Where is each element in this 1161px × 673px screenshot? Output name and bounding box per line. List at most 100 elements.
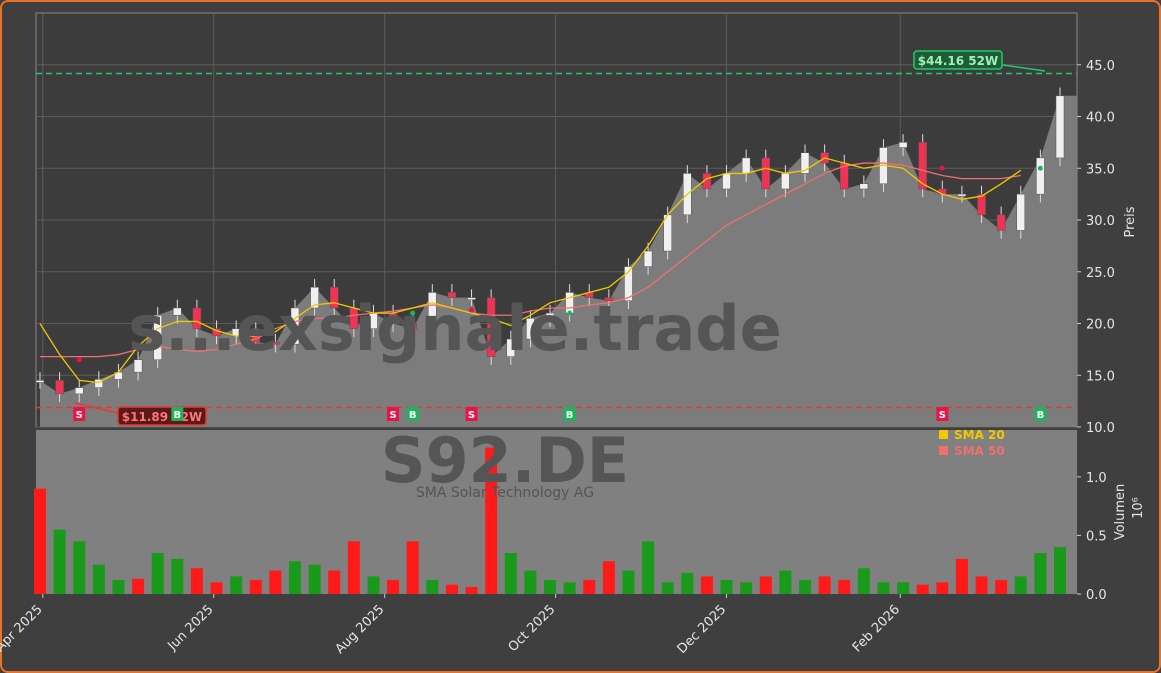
- sma50-line: [40, 162, 1021, 358]
- volume-bar: [53, 529, 66, 594]
- volume-bar: [524, 570, 537, 594]
- signal-dot: [410, 310, 416, 316]
- volume-bar: [799, 579, 811, 594]
- candle-body: [428, 292, 437, 329]
- candle-body: [74, 387, 84, 395]
- volume-bar: [583, 579, 596, 594]
- volume-bar: [622, 570, 635, 594]
- volume-tick-label: 0.0: [1086, 588, 1107, 603]
- price-tick-label: 10.0: [1086, 421, 1115, 436]
- volume-tick-label: 0.5: [1086, 529, 1107, 544]
- candle-body: [94, 379, 104, 388]
- candle-body: [1055, 95, 1065, 159]
- volume-bar: [642, 541, 655, 594]
- candle-body: [506, 338, 516, 357]
- volume-bar: [190, 568, 203, 594]
- price-axis-label: Preis: [1123, 206, 1138, 237]
- volume-bar: [34, 488, 46, 594]
- candle-body: [447, 292, 457, 298]
- volume-bar: [249, 579, 262, 594]
- signal-marker: [73, 407, 86, 421]
- signal-dot: [567, 310, 573, 316]
- legend-label: SMA 20: [954, 428, 1005, 442]
- volume-bar: [661, 582, 674, 594]
- volume-bar: [73, 541, 86, 594]
- legend-swatch: [939, 446, 948, 455]
- high52-label-box: [913, 50, 1003, 70]
- low52-arrow: [74, 402, 119, 414]
- candle-body: [153, 314, 162, 360]
- price-tick-label: 30.0: [1086, 214, 1115, 229]
- candle-body: [526, 318, 535, 340]
- candle-body: [486, 297, 496, 357]
- company-watermark: SMA Solar Technology AG: [416, 485, 594, 501]
- volume-bar: [700, 576, 713, 594]
- time-tick-label: Aug 2025: [333, 602, 388, 657]
- signal-marker: [563, 407, 576, 421]
- volume-bar: [171, 558, 184, 594]
- time-tick-label: Feb 2026: [850, 602, 903, 655]
- volume-bar: [210, 582, 223, 594]
- candle-body: [624, 266, 633, 301]
- volume-bar: [936, 582, 949, 594]
- candle-body: [918, 142, 927, 190]
- signal-label: B: [566, 410, 574, 421]
- volume-bar: [818, 576, 831, 594]
- signal-label: B: [409, 410, 417, 421]
- signal-label: S: [468, 410, 475, 421]
- candle-body: [192, 307, 202, 329]
- volume-bar: [857, 568, 870, 594]
- volume-bar: [112, 579, 125, 594]
- volume-bar: [445, 584, 458, 594]
- candle-body: [722, 173, 731, 190]
- volume-bar: [269, 570, 282, 594]
- signal-marker: [936, 407, 949, 421]
- low52-label: $11.89 52W: [122, 410, 202, 424]
- volume-bar: [955, 558, 968, 594]
- volume-bar: [897, 582, 910, 594]
- candle-body: [957, 193, 967, 197]
- signal-marker: [171, 407, 184, 421]
- volume-bar: [602, 561, 615, 594]
- signal-label: S: [939, 410, 946, 421]
- volume-bar: [132, 578, 145, 594]
- volume-bar: [681, 572, 694, 594]
- candle-body: [996, 214, 1006, 231]
- signal-dot: [939, 165, 945, 171]
- volume-bar: [289, 561, 301, 594]
- volume-bar: [406, 541, 419, 594]
- price-tick-label: 45.0: [1086, 59, 1115, 74]
- ticker-watermark: S92.DE: [381, 424, 629, 497]
- signal-label: S: [76, 410, 83, 421]
- price-tick-label: 15.0: [1086, 369, 1115, 384]
- time-tick-label: Apr 2025: [0, 602, 46, 655]
- signal-marker: [1034, 407, 1047, 421]
- candle-body: [1036, 157, 1045, 195]
- candle-body: [467, 297, 476, 300]
- candle-body: [35, 380, 45, 383]
- volume-bar: [347, 541, 360, 594]
- signal-label: S: [389, 410, 396, 421]
- signal-marker: [387, 407, 400, 421]
- volume-panel: [36, 430, 1077, 594]
- volume-bar: [975, 576, 988, 594]
- sma20-line: [39, 157, 1022, 384]
- volume-bar: [1014, 576, 1027, 594]
- candle-body: [1016, 193, 1026, 231]
- volume-unit-label: 10⁶: [1131, 497, 1146, 519]
- volume-axis-label: Volumen: [1113, 484, 1128, 541]
- candle-body: [643, 250, 653, 267]
- candle-body: [408, 323, 417, 329]
- signal-label: B: [173, 410, 181, 421]
- signal-dot: [469, 307, 475, 313]
- low52-label-box: [117, 406, 207, 426]
- volume-bar: [92, 564, 105, 594]
- volume-bar: [504, 553, 517, 594]
- watermark-text: s...exsignale.trade: [128, 292, 781, 365]
- time-tick-label: Dec 2025: [675, 602, 730, 657]
- legend-swatch: [939, 430, 948, 439]
- candle-body: [55, 380, 64, 395]
- volume-bar: [465, 586, 478, 594]
- candle-body: [604, 297, 614, 301]
